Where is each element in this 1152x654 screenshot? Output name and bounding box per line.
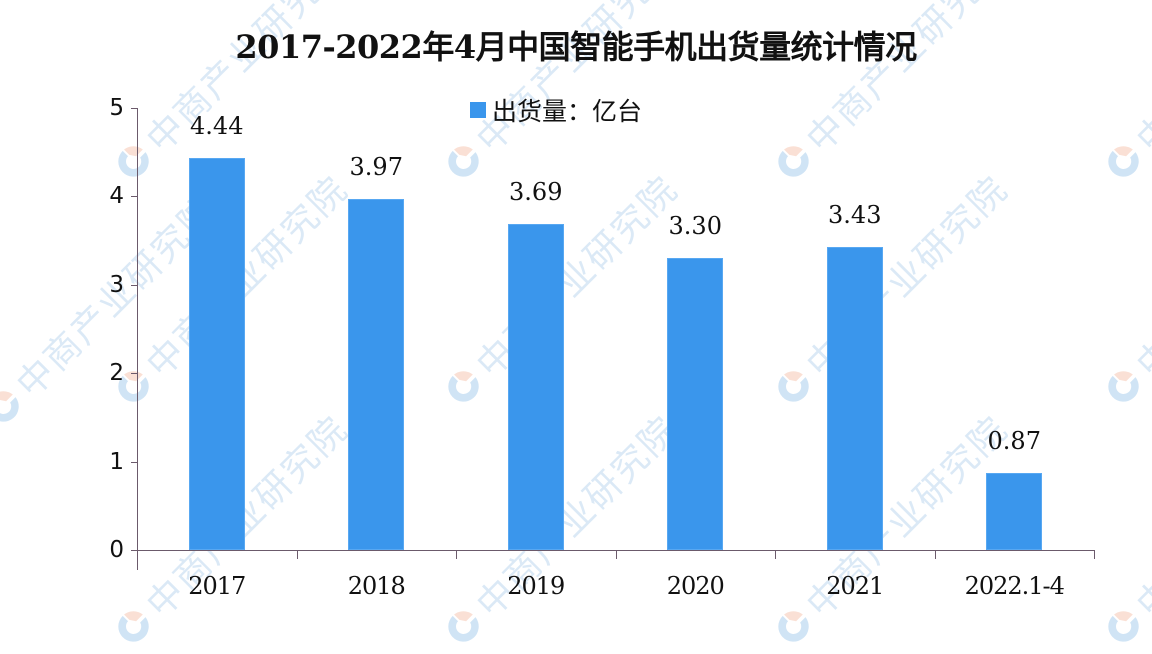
y-axis — [137, 108, 138, 570]
y-tick — [131, 108, 137, 109]
y-tick-label: 1 — [109, 448, 124, 475]
x-tick — [296, 550, 298, 559]
value-label: 3.97 — [349, 153, 403, 182]
x-tick — [775, 550, 776, 559]
legend-swatch-icon — [470, 102, 486, 118]
x-tick-label: 2021 — [826, 572, 884, 600]
y-tick — [131, 373, 137, 375]
y-tick-label: 5 — [109, 95, 124, 121]
y-tick — [131, 284, 137, 286]
x-tick-label: 2017 — [188, 572, 246, 600]
x-tick — [456, 550, 457, 559]
y-tick — [131, 550, 137, 551]
y-tick — [131, 196, 137, 198]
y-tick-label: 3 — [109, 271, 124, 298]
x-tick-label: 2020 — [666, 572, 725, 600]
chart-legend: 出货量：亿台 — [470, 92, 642, 128]
x-tick-label: 2022.1-4 — [964, 572, 1065, 600]
bar-2019[interactable] — [507, 223, 564, 550]
y-tick-label: 0 — [109, 537, 124, 563]
y-tick-label: 2 — [109, 360, 124, 387]
x-tick — [934, 550, 936, 559]
value-label: 3.30 — [668, 212, 722, 241]
y-tick-label: 4 — [109, 183, 124, 210]
bar-2021[interactable] — [826, 246, 883, 550]
bar-2022-1-4[interactable] — [986, 473, 1043, 550]
x-tick — [1094, 550, 1095, 559]
x-tick — [137, 550, 138, 559]
value-label: 0.87 — [987, 427, 1041, 456]
legend-label: 出货量：亿台 — [492, 97, 643, 126]
y-tick — [131, 461, 137, 463]
bar-2018[interactable] — [348, 199, 405, 550]
value-label: 4.44 — [190, 111, 244, 140]
chart-title: 2017-2022年4月中国智能手机出货量统计情况 — [235, 28, 917, 66]
value-label: 3.43 — [828, 200, 882, 229]
x-tick-label: 2018 — [347, 572, 406, 600]
x-tick-label: 2019 — [507, 572, 565, 600]
bar-2017[interactable] — [188, 157, 245, 550]
value-label: 3.69 — [509, 177, 563, 206]
bar-2020[interactable] — [667, 258, 724, 550]
x-tick — [615, 550, 617, 559]
